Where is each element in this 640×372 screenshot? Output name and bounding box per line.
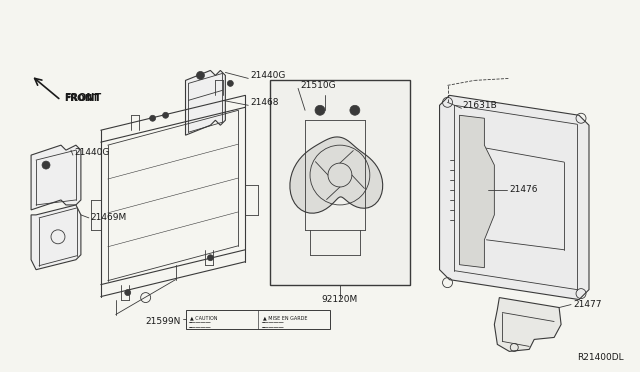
Polygon shape xyxy=(31,205,81,270)
Text: R21400DL: R21400DL xyxy=(577,353,624,362)
Text: ─────────: ───────── xyxy=(260,321,284,326)
Circle shape xyxy=(207,255,213,261)
Polygon shape xyxy=(186,70,225,135)
Circle shape xyxy=(150,115,156,121)
Text: ─────────: ───────── xyxy=(189,321,211,326)
Circle shape xyxy=(42,161,50,169)
Text: 21631B: 21631B xyxy=(463,101,497,110)
Text: 21477: 21477 xyxy=(573,300,602,309)
Text: 21440G: 21440G xyxy=(74,148,109,157)
Polygon shape xyxy=(270,80,410,285)
Circle shape xyxy=(350,105,360,115)
Polygon shape xyxy=(290,137,383,213)
Text: 21599N: 21599N xyxy=(145,317,180,326)
Text: 21469M: 21469M xyxy=(90,214,126,222)
Text: FRONT: FRONT xyxy=(64,94,99,103)
Circle shape xyxy=(227,80,234,86)
Circle shape xyxy=(196,71,204,79)
Text: ─────────: ───────── xyxy=(260,327,284,330)
Polygon shape xyxy=(494,298,561,352)
Circle shape xyxy=(125,290,131,296)
Polygon shape xyxy=(440,95,589,299)
Text: FRONT: FRONT xyxy=(64,93,101,103)
Circle shape xyxy=(315,105,325,115)
Text: 21476: 21476 xyxy=(509,186,538,195)
Text: 21468: 21468 xyxy=(250,98,279,107)
Text: 21440G: 21440G xyxy=(250,71,285,80)
Polygon shape xyxy=(460,115,494,268)
Text: ─────────: ───────── xyxy=(189,327,211,330)
Text: 21510G: 21510G xyxy=(300,81,336,90)
Text: ▲ CAUTION: ▲ CAUTION xyxy=(191,315,218,321)
Text: ▲ MISE EN GARDE: ▲ MISE EN GARDE xyxy=(262,315,307,321)
Polygon shape xyxy=(31,145,81,210)
Circle shape xyxy=(163,112,168,118)
Text: 92120M: 92120M xyxy=(322,295,358,304)
